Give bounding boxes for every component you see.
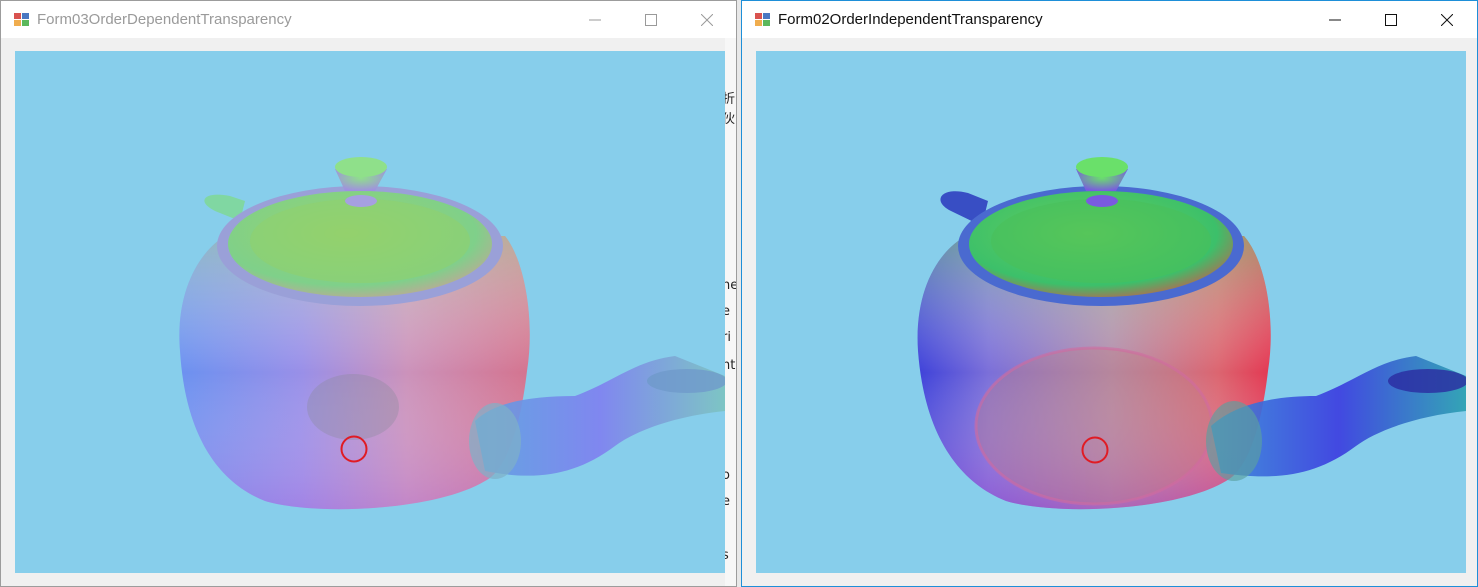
close-button[interactable] <box>679 1 735 38</box>
app-icon <box>754 11 771 28</box>
render-viewport[interactable] <box>756 51 1466 573</box>
close-icon <box>701 13 713 26</box>
strip-glyph: e <box>725 494 730 509</box>
close-button[interactable] <box>1419 1 1475 38</box>
marker-circle <box>1081 436 1109 464</box>
minimize-icon <box>1329 19 1341 20</box>
minimize-icon <box>589 19 601 20</box>
close-icon <box>1441 13 1453 26</box>
window-order-dependent: Form03OrderDependentTransparency <box>0 0 737 587</box>
strip-glyph: ri <box>725 330 731 345</box>
render-viewport[interactable] <box>15 51 725 573</box>
maximize-button[interactable] <box>623 1 679 38</box>
window-title: Form03OrderDependentTransparency <box>37 11 292 28</box>
strip-glyph: ne <box>725 278 736 293</box>
strip-glyph: 折 <box>725 88 735 107</box>
title-bar[interactable]: Form02OrderIndependentTransparency <box>742 1 1477 38</box>
title-bar[interactable]: Form03OrderDependentTransparency <box>1 1 736 38</box>
maximize-icon <box>645 13 657 26</box>
app-icon <box>13 11 30 28</box>
maximize-icon <box>1385 13 1397 26</box>
window-title: Form02OrderIndependentTransparency <box>778 11 1043 28</box>
maximize-button[interactable] <box>1363 1 1419 38</box>
background-window-strip: 折 伙 ne e ri nt i o e s <box>725 38 736 586</box>
strip-glyph: e <box>725 304 730 319</box>
marker-circle <box>340 435 368 463</box>
strip-glyph: 伙 <box>725 108 735 127</box>
strip-glyph: i <box>725 386 726 401</box>
strip-glyph: s <box>725 548 729 563</box>
teapot-render <box>917 157 1466 510</box>
teapot-render <box>179 157 725 510</box>
window-order-independent: Form02OrderIndependentTransparency <box>741 0 1478 587</box>
minimize-button[interactable] <box>1307 1 1363 38</box>
minimize-button[interactable] <box>567 1 623 38</box>
strip-glyph: nt <box>725 358 736 373</box>
strip-glyph: o <box>725 468 730 483</box>
